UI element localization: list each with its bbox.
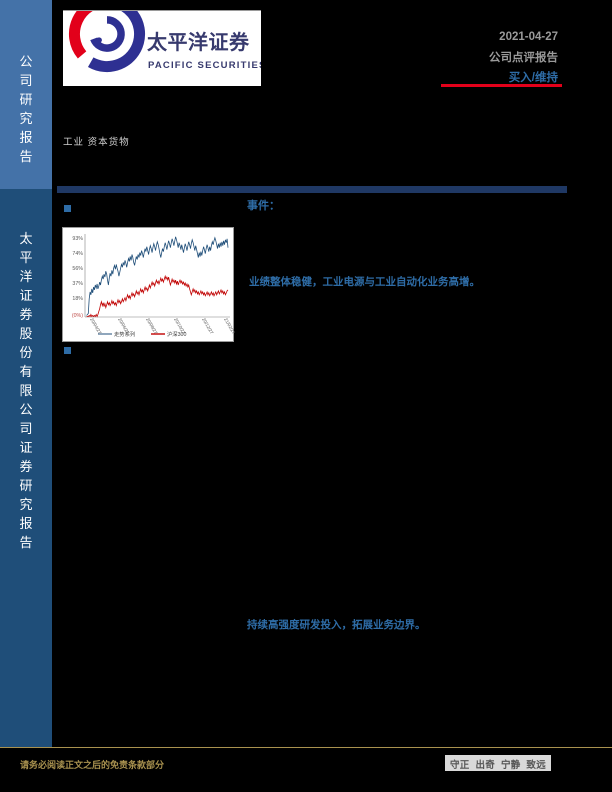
svg-text:沪深300: 沪深300 <box>167 330 186 338</box>
svg-text:21/02/27: 21/02/27 <box>223 317 235 335</box>
svg-text:93%: 93% <box>72 236 83 242</box>
svg-text:18%: 18% <box>72 296 83 302</box>
svg-text:37%: 37% <box>72 281 83 287</box>
svg-text:74%: 74% <box>72 251 83 257</box>
svg-text:20/04/27: 20/04/27 <box>89 317 102 335</box>
svg-text:56%: 56% <box>72 266 83 272</box>
svg-text:(0%): (0%) <box>72 313 83 319</box>
svg-text:走势系列: 走势系列 <box>114 330 135 338</box>
svg-text:20/08/27: 20/08/27 <box>145 317 158 335</box>
svg-text:20/12/27: 20/12/27 <box>201 317 214 335</box>
